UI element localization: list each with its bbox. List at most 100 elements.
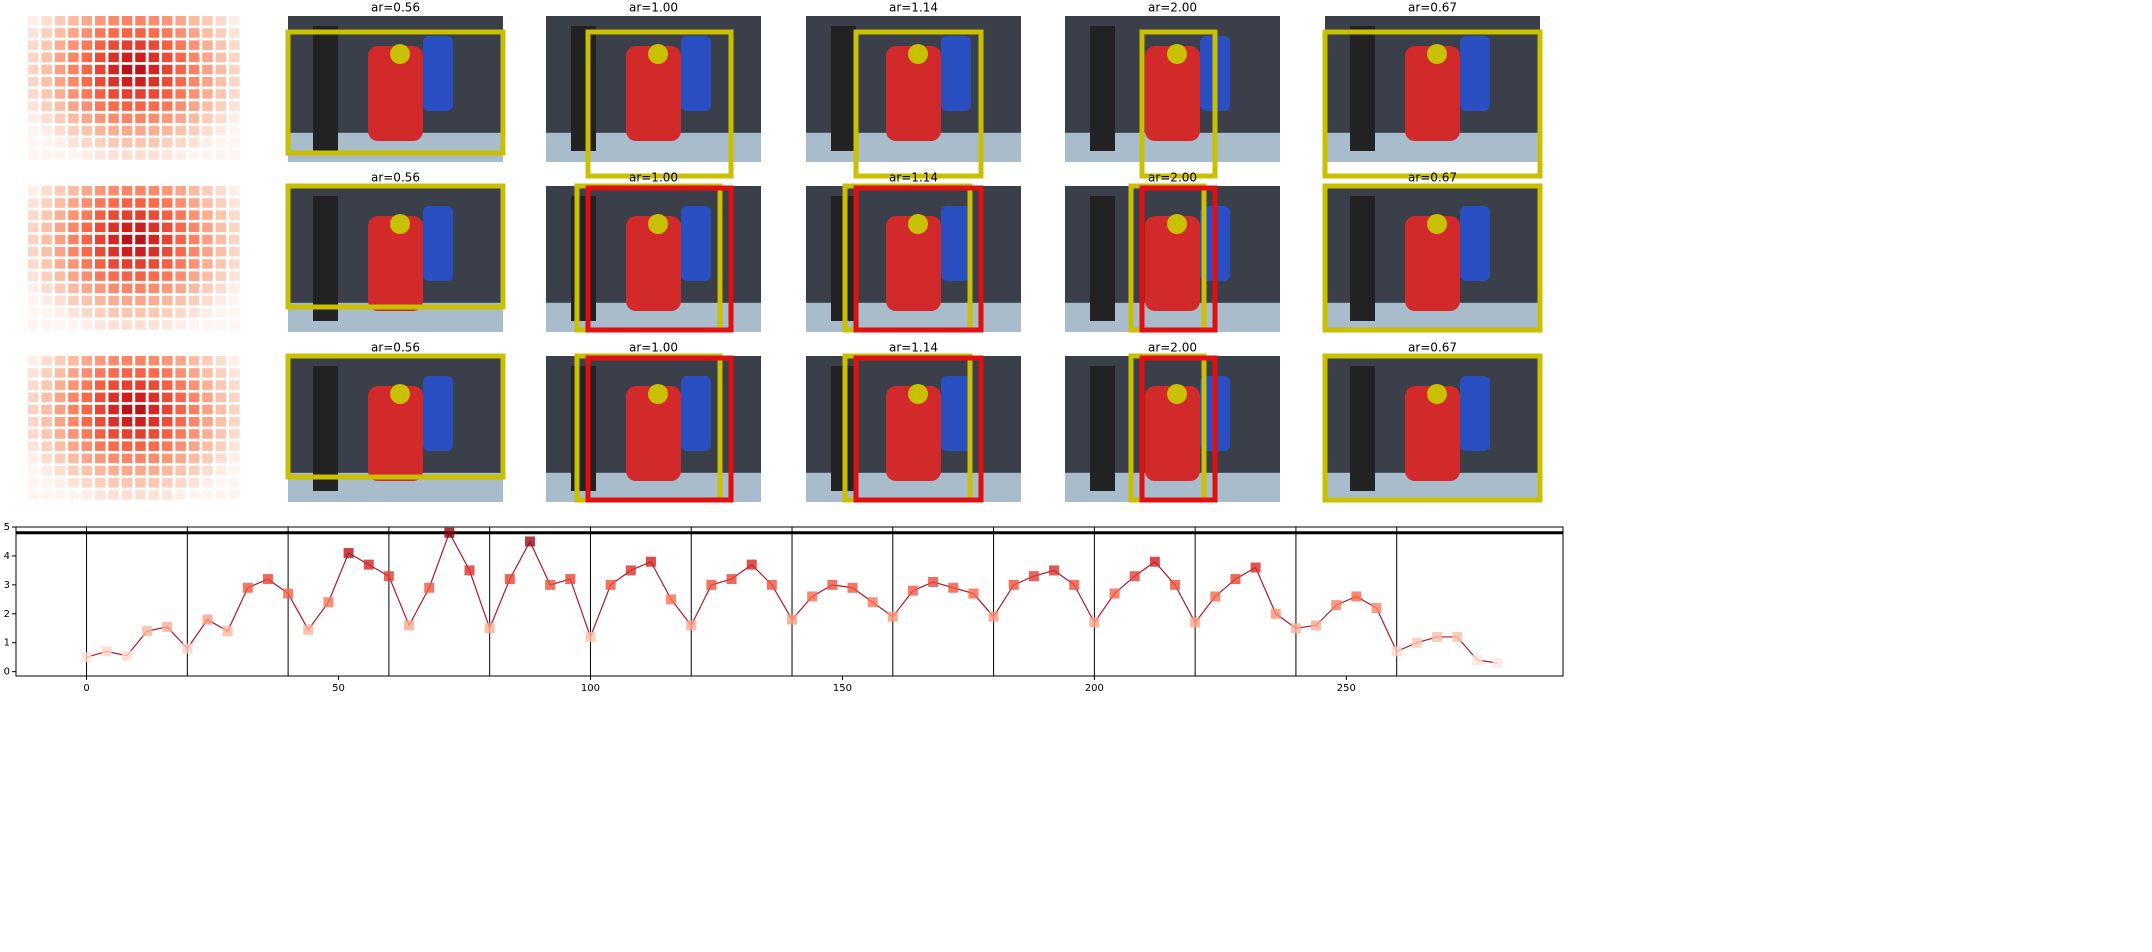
heatmap-cell	[162, 271, 173, 281]
heatmap-cell	[135, 150, 146, 160]
panel-title: ar=1.00	[629, 341, 678, 355]
boxer-red	[1405, 386, 1460, 481]
heatmap-cell	[54, 138, 66, 148]
heatmap-cell	[108, 392, 119, 403]
panel-title: ar=1.00	[629, 1, 678, 15]
boxer-blue	[423, 206, 453, 281]
heatmap-cell	[148, 113, 160, 124]
heatmap-cell	[54, 429, 66, 439]
heatmap-cell	[54, 234, 66, 245]
heatmap-cell	[81, 308, 93, 318]
heatmap-cell	[148, 198, 160, 208]
heatmap-cell	[81, 392, 93, 403]
heatmap-cell	[108, 222, 119, 233]
heatmap-cell	[202, 40, 213, 50]
marker	[1230, 574, 1241, 585]
heatmap-cell	[148, 404, 160, 415]
face-marker	[390, 44, 410, 64]
face-marker	[648, 214, 668, 234]
heatmap-cell	[41, 478, 52, 488]
heatmap-cell	[95, 222, 106, 233]
heatmap-cell	[229, 404, 240, 415]
heatmap-cell	[162, 368, 173, 378]
marker	[404, 620, 415, 631]
heatmap-cell	[215, 28, 227, 38]
heatmap-cell	[162, 40, 173, 50]
heatmap-cell	[68, 441, 79, 451]
heatmap-cell	[81, 198, 93, 208]
heatmap-cell	[68, 138, 79, 148]
heatmap-cell	[41, 16, 52, 26]
panel-title: ar=1.14	[889, 171, 938, 185]
heatmap-cell	[108, 308, 119, 318]
heatmap-cell	[148, 52, 160, 63]
heatmap-cell	[41, 283, 52, 294]
heatmap-cell	[135, 308, 146, 318]
heatmap-cell	[202, 429, 213, 439]
heatmap-cell	[162, 478, 173, 488]
heatmap-cell	[202, 453, 213, 464]
heatmap-cell	[41, 404, 52, 415]
heatmap-cell	[175, 64, 186, 75]
heatmap-cell	[41, 40, 52, 50]
heatmap-cell	[229, 40, 240, 50]
heatmap-cell	[162, 283, 173, 294]
heatmap-cell	[135, 453, 146, 464]
heatmap-cell	[81, 380, 93, 390]
heatmap-cell	[188, 52, 200, 63]
heatmap-cell	[54, 490, 66, 500]
heatmap-cell	[68, 210, 79, 220]
heatmap-cell	[95, 150, 106, 160]
heatmap-cell	[54, 271, 66, 281]
heatmap-cell	[215, 234, 227, 245]
marker	[948, 582, 959, 593]
heatmap-cell	[54, 101, 66, 111]
heatmap-cell	[229, 125, 240, 136]
marker	[444, 527, 455, 538]
heatmap-cell	[121, 271, 133, 281]
heatmap-cell	[135, 77, 146, 87]
heatmap-cell	[188, 417, 200, 427]
heatmap-cell	[54, 16, 66, 26]
heatmap-cell	[95, 198, 106, 208]
heatmap-cell	[121, 392, 133, 403]
heatmap-cell	[108, 234, 119, 245]
heatmap-cell	[108, 52, 119, 63]
heatmap-cell	[188, 478, 200, 488]
heatmap-cell	[81, 125, 93, 136]
heatmap-cell	[202, 234, 213, 245]
heatmap-cell	[121, 429, 133, 439]
heatmap-cell	[215, 259, 227, 269]
heatmap-cell	[148, 16, 160, 26]
heatmap-cell	[188, 101, 200, 111]
heatmap-cell	[81, 138, 93, 148]
heatmap-cell	[215, 210, 227, 220]
heatmap-cell	[68, 16, 79, 26]
marker	[504, 574, 515, 585]
heatmap-cell	[135, 356, 146, 366]
heatmap-cell	[148, 222, 160, 233]
heatmap-cell	[95, 417, 106, 427]
heatmap-cell	[121, 295, 133, 306]
heatmap-cell	[108, 490, 119, 500]
heatmap-cell	[162, 186, 173, 196]
heatmap-cell	[95, 89, 106, 99]
heatmap-cell	[202, 271, 213, 281]
heatmap-cell	[68, 478, 79, 488]
heatmap-cell	[202, 222, 213, 233]
marker	[1210, 591, 1221, 602]
heatmap-cell	[68, 308, 79, 318]
marker	[101, 646, 112, 657]
heatmap-cell	[28, 295, 39, 306]
heatmap-cell	[188, 465, 200, 476]
heatmap-cell	[148, 392, 160, 403]
heatmap-cell	[95, 308, 106, 318]
marker	[524, 536, 535, 547]
boxer-blue	[1460, 206, 1490, 281]
heatmap-cell	[202, 247, 213, 257]
heatmap-cell	[41, 113, 52, 124]
marker	[1311, 620, 1322, 631]
heatmap-cell	[95, 356, 106, 366]
heatmap-cell	[175, 465, 186, 476]
heatmap-cell	[202, 210, 213, 220]
